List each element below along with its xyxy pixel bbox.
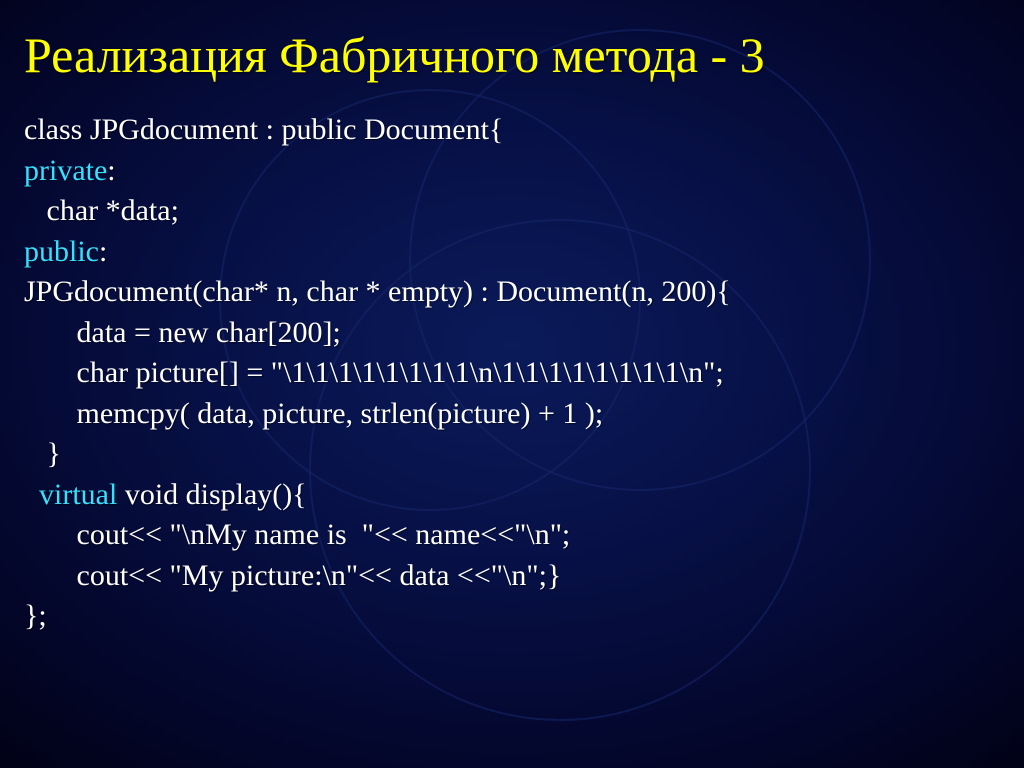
code-line-6: data = new char[200]; — [24, 316, 341, 349]
code-line-3: char *data; — [24, 194, 179, 227]
slide-title: Реализация Фабричного метода - 3 — [24, 28, 1000, 83]
kw-private: private — [24, 154, 107, 187]
code-line-7: char picture[] = "\1\1\1\1\1\1\1\1\n\1\1… — [24, 356, 724, 389]
code-line-5: JPGdocument(char* n, char * empty) : Doc… — [24, 275, 731, 308]
code-line-9: } — [24, 437, 61, 470]
kw-public: public — [24, 235, 99, 268]
slide: Реализация Фабричного метода - 3 class J… — [0, 0, 1024, 768]
code-line-11: cout<< "\nMy name is "<< name<<"\n"; — [24, 518, 570, 551]
kw-virtual: virtual — [24, 478, 117, 511]
code-line-13: }; — [24, 599, 47, 632]
code-line-8: memcpy( data, picture, strlen(picture) +… — [24, 397, 603, 430]
code-block: class JPGdocument : public Document{ pri… — [24, 110, 1000, 637]
code-line-2b: : — [107, 154, 115, 187]
code-line-10b: void display(){ — [117, 478, 306, 511]
code-line-12: cout<< "My picture:\n"<< data <<"\n";} — [24, 559, 561, 592]
code-line-1: class JPGdocument : public Document{ — [24, 113, 503, 146]
code-line-4b: : — [99, 235, 107, 268]
